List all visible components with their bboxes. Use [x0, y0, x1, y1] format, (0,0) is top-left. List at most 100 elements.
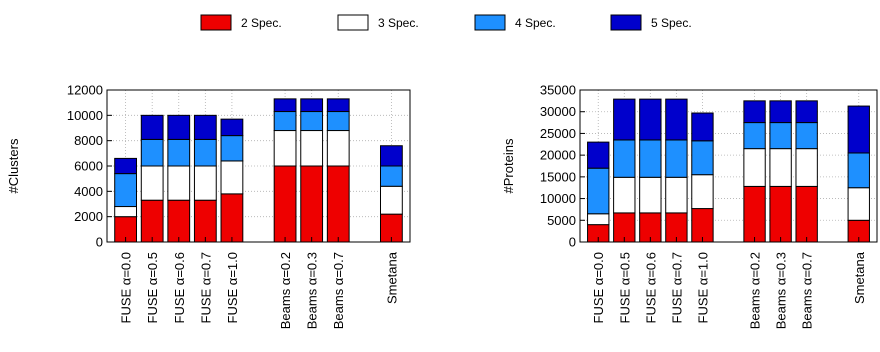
bar-segment: [743, 148, 766, 187]
y-tick-label: 20000: [540, 148, 576, 163]
bar-segment: [587, 213, 610, 226]
bar-segment: [140, 114, 164, 140]
x-tick-label: Smetana: [384, 251, 399, 304]
y-tick-label: 10000: [67, 108, 103, 123]
bar-segment: [300, 165, 324, 243]
x-tick-label: Beams α=0.2: [748, 252, 763, 329]
bar-segment: [691, 112, 714, 142]
y-tick-label: 5000: [547, 213, 576, 228]
bar-segment: [639, 139, 662, 178]
bar-segment: [167, 114, 191, 140]
y-tick-label: 35000: [540, 83, 576, 98]
x-tick-label: FUSE α=1.0: [225, 252, 240, 323]
legend-swatch: [337, 14, 369, 31]
bar-segment: [795, 122, 818, 150]
bar-segment: [193, 114, 217, 140]
bar-segment: [300, 98, 324, 113]
x-tick-label: Beams α=0.7: [800, 252, 815, 329]
legend-label: 2 Spec.: [241, 16, 282, 30]
chart-proteins: 0 5000 10000 15000 20000 25000 30000 35000 FUSE …: [501, 83, 878, 329]
bar-segment: [220, 135, 244, 162]
y-tick-label: 2000: [74, 209, 103, 224]
bar-segment: [795, 185, 818, 243]
y-tick-label: 12000: [67, 83, 103, 98]
bar-segment: [140, 138, 164, 167]
bar-segment: [665, 98, 688, 141]
bar-segment: [639, 176, 662, 214]
bar-segment: [613, 139, 636, 178]
bar-segment: [639, 98, 662, 141]
y-tick-label: 0: [96, 235, 103, 250]
bar-segment: [326, 130, 350, 167]
bar-segment: [743, 122, 766, 150]
y-tick-label: 0: [569, 235, 576, 250]
x-tick-label: FUSE α=1.0: [695, 252, 710, 323]
bar-segment: [114, 206, 138, 218]
bar-segment: [769, 185, 792, 243]
y-tick-label: 10000: [540, 191, 576, 206]
bar-segment: [167, 165, 191, 201]
bar-segment: [193, 138, 217, 167]
y-axis-title: #Proteins: [501, 138, 516, 193]
x-tick-label: FUSE α=0.5: [145, 252, 160, 323]
bar-segment: [167, 199, 191, 243]
bar-segment: [379, 185, 403, 215]
legend-label: 4 Spec.: [515, 16, 556, 30]
y-tick-label: 15000: [540, 169, 576, 184]
x-tick-label: Beams α=0.3: [305, 252, 320, 329]
bar-segment: [379, 165, 403, 187]
bar-segment: [167, 138, 191, 167]
bar-segment: [691, 174, 714, 210]
bar-segment: [743, 185, 766, 243]
bar-segment: [743, 100, 766, 124]
bar-segment: [613, 98, 636, 141]
bar-segment: [193, 199, 217, 243]
legend: 2 Spec. 3 Spec. 4 Spec. 5 Spec.: [200, 14, 692, 31]
bar-segment: [326, 98, 350, 113]
bar-segment: [691, 208, 714, 243]
y-tick-label: 4000: [74, 184, 103, 199]
y-tick-label: 8000: [74, 133, 103, 148]
x-tick-label: FUSE α=0.5: [617, 252, 632, 323]
bar-segment: [847, 152, 870, 189]
bar-segment: [273, 130, 297, 167]
bar-segment: [300, 111, 324, 132]
x-tick-label: FUSE α=0.6: [172, 252, 187, 323]
bar-segment: [273, 111, 297, 132]
legend-swatch: [610, 14, 642, 31]
plot-frame: [579, 89, 878, 243]
bar-segment: [220, 193, 244, 243]
bar-segment: [665, 176, 688, 214]
x-tick-label: Beams α=0.3: [774, 252, 789, 329]
x-tick-label: FUSE α=0.6: [643, 252, 658, 323]
bar-segment: [795, 148, 818, 187]
legend-swatch: [474, 14, 506, 31]
y-tick-label: 6000: [74, 159, 103, 174]
y-tick-label: 25000: [540, 126, 576, 141]
bar-segment: [665, 139, 688, 178]
bar-segment: [691, 140, 714, 176]
bar-segment: [220, 160, 244, 195]
legend-label: 3 Spec.: [378, 16, 419, 30]
bar-segment: [613, 176, 636, 214]
bar-segment: [273, 165, 297, 243]
bar-segment: [587, 141, 610, 169]
legend-swatch: [200, 14, 232, 31]
bar-segment: [300, 130, 324, 167]
bar-segment: [847, 187, 870, 221]
bar-segment: [769, 122, 792, 150]
bar-segment: [587, 167, 610, 215]
bar-segment: [140, 199, 164, 243]
x-tick-label: FUSE α=0.7: [198, 252, 213, 323]
bar-segment: [847, 105, 870, 154]
x-tick-label: Beams α=0.2: [278, 252, 293, 329]
x-tick-label: Beams α=0.7: [331, 252, 346, 329]
x-tick-label: FUSE α=0.0: [119, 252, 134, 323]
x-tick-label: FUSE α=0.7: [669, 252, 684, 323]
plot-frame: [106, 89, 411, 243]
x-tick-label: FUSE α=0.0: [591, 252, 606, 323]
bar-segment: [379, 145, 403, 167]
bar-segment: [273, 98, 297, 113]
bar-segment: [114, 157, 138, 175]
bar-segment: [114, 173, 138, 208]
